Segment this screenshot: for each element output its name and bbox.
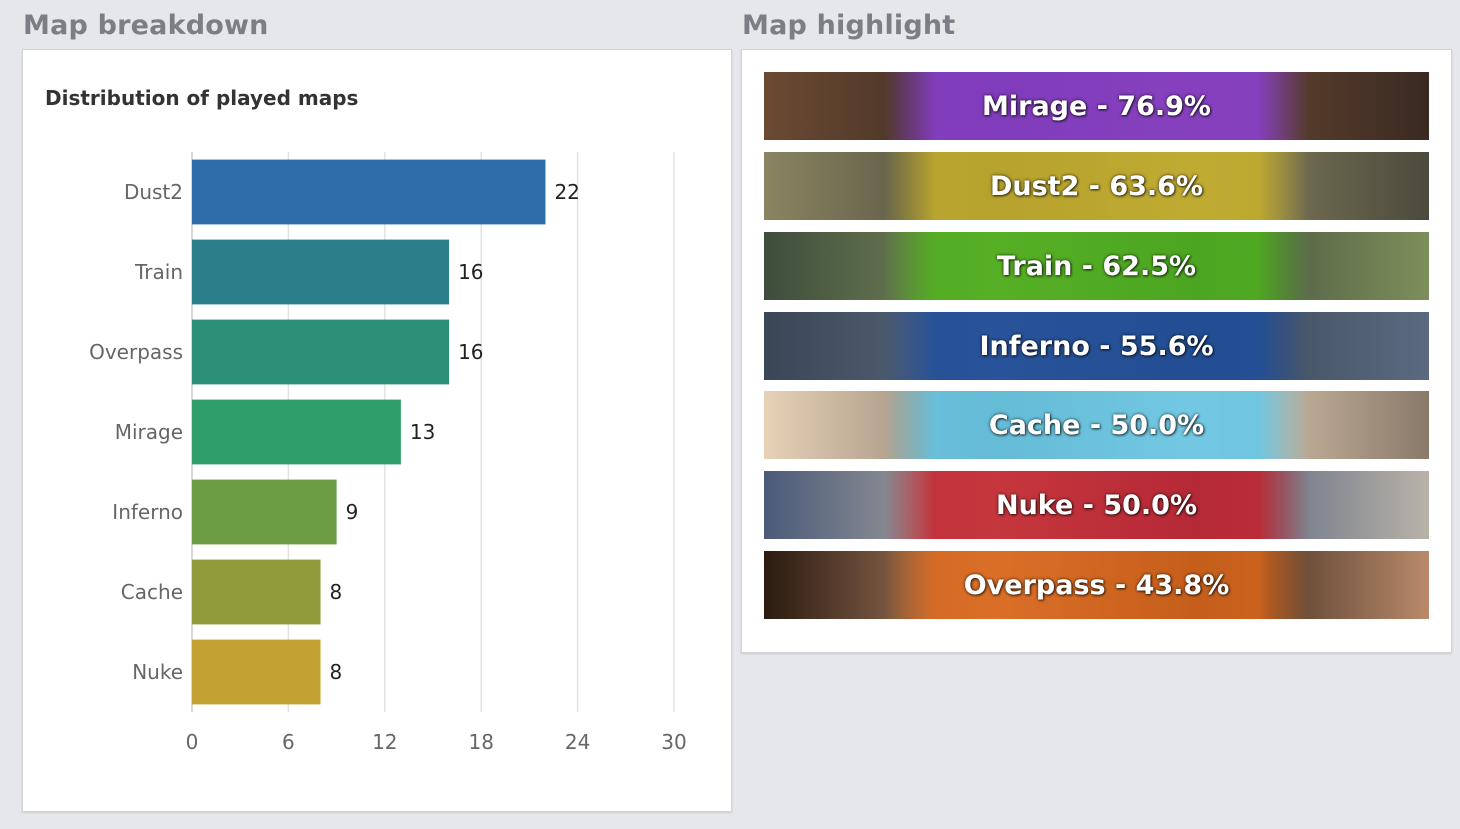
map-banner-label: Nuke - 50.0%	[995, 489, 1198, 521]
map-banner-label: Dust2 - 63.6%	[989, 170, 1204, 202]
x-tick-label: 30	[661, 730, 686, 754]
data-label: 13	[410, 420, 435, 444]
bar-inferno	[192, 479, 337, 545]
map-banner: Cache - 50.0%	[764, 391, 1429, 459]
map-banner-label: Mirage - 76.9%	[982, 90, 1211, 122]
played-maps-bar-chart: 0 6 12 18 24 30 Dust2 22 Train 16 Overpass 16 Mirage…	[89, 152, 687, 754]
map-banner-label: Cache - 50.0%	[988, 409, 1205, 441]
map-banner-label: Train - 62.5%	[996, 250, 1197, 282]
map-banner: Inferno - 55.6%	[764, 312, 1429, 380]
map-banner: Nuke - 50.0%	[764, 471, 1429, 539]
category-label: Cache	[121, 580, 183, 604]
chart-title: Distribution of played maps	[45, 86, 359, 110]
category-label: Mirage	[115, 420, 183, 444]
map-breakdown-panel: Distribution of played maps 0 6 12 18 24 30 Du…	[22, 49, 732, 812]
data-label: 9	[346, 500, 359, 524]
data-label: 8	[330, 660, 343, 684]
map-banner: Train - 62.5%	[764, 232, 1429, 300]
map-banner-color-stripe	[883, 72, 1310, 140]
data-label: 16	[458, 340, 483, 364]
map-banner-color-stripe	[883, 312, 1310, 380]
bar-cache	[192, 559, 321, 625]
category-label: Inferno	[112, 500, 183, 524]
data-label: 22	[554, 180, 579, 204]
category-label: Dust2	[124, 180, 183, 204]
map-banner-label: Inferno - 55.6%	[979, 330, 1214, 362]
bar-nuke	[192, 639, 321, 705]
map-highlight-heading: Map highlight	[742, 10, 956, 41]
data-label: 8	[330, 580, 343, 604]
category-label: Train	[134, 260, 183, 284]
map-highlight-panel: Mirage - 76.9% Dust2 - 63.6% Train - 62.5%…	[741, 49, 1452, 653]
x-tick-label: 18	[468, 730, 493, 754]
x-tick-label: 0	[186, 730, 199, 754]
map-banner: Mirage - 76.9%	[764, 72, 1429, 140]
map-breakdown-heading: Map breakdown	[23, 10, 269, 41]
map-banner-color-stripe	[883, 152, 1310, 220]
map-banner: Overpass - 43.8%	[764, 551, 1429, 619]
data-label: 16	[458, 260, 483, 284]
map-banner-color-stripe	[883, 551, 1310, 619]
map-banner-color-stripe	[883, 391, 1310, 459]
map-banner: Dust2 - 63.6%	[764, 152, 1429, 220]
category-label: Nuke	[132, 660, 183, 684]
category-label: Overpass	[89, 340, 183, 364]
x-tick-label: 24	[565, 730, 590, 754]
map-banner-color-stripe	[883, 471, 1310, 539]
x-tick-label: 6	[282, 730, 295, 754]
bar-dust2	[192, 159, 546, 225]
bar-train	[192, 239, 450, 305]
bar-mirage	[192, 399, 401, 465]
map-banner-color-stripe	[883, 232, 1310, 300]
map-banner-label: Overpass - 43.8%	[963, 569, 1230, 601]
bar-overpass	[192, 319, 450, 385]
x-tick-label: 12	[372, 730, 397, 754]
